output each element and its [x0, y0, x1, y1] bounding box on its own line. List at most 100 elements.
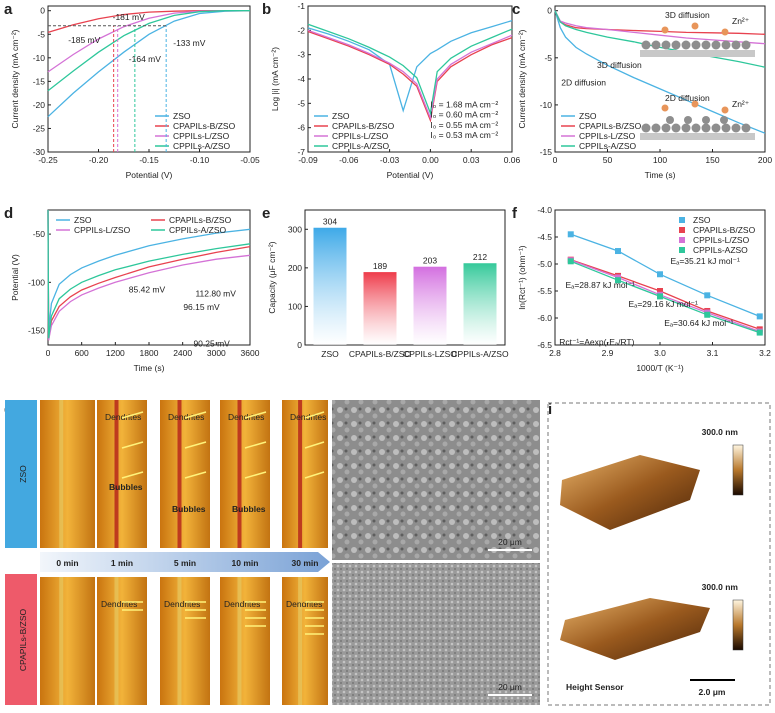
x-tick-label: 100 — [653, 155, 667, 165]
atom — [671, 40, 681, 50]
legend-label: CPPILs-AZSO — [693, 245, 748, 255]
annotation: Dendrites — [164, 599, 200, 609]
line — [554, 10, 766, 134]
point — [756, 329, 763, 336]
afm-mode: Height Sensor — [566, 682, 624, 692]
atom — [711, 123, 721, 133]
micrograph — [40, 400, 95, 548]
line — [554, 10, 766, 45]
x-tick-label: -0.10 — [190, 155, 210, 165]
electrode-edge — [114, 577, 119, 705]
annotation: -181 mV — [113, 12, 145, 22]
arrow — [184, 441, 207, 449]
annotation: Dendrites — [224, 599, 260, 609]
y-tick-label: -150 — [28, 326, 45, 336]
atom — [684, 116, 692, 124]
annotation: 85.42 mV — [129, 284, 166, 294]
y-tick-label: -5.5 — [537, 286, 552, 296]
micrograph — [40, 577, 95, 705]
time-label: 1 min — [111, 558, 133, 568]
legend-label: CPAPILs-B/ZSO — [173, 121, 236, 131]
line — [47, 209, 251, 331]
x-tick-label: 0.00 — [422, 155, 439, 165]
electrode-edge — [237, 400, 242, 548]
legend-label: CPPILs-A/ZSO — [169, 225, 227, 235]
atom — [741, 123, 751, 133]
panel-label: d — [4, 205, 13, 222]
y-tick-label: -6.0 — [537, 313, 552, 323]
arrow — [184, 471, 207, 479]
x-tick-label: 0.03 — [463, 155, 480, 165]
electrode-edge — [59, 400, 64, 548]
panel-label: i — [548, 401, 552, 418]
x-tick-label: -0.03 — [380, 155, 400, 165]
value-label: 189 — [373, 261, 387, 271]
y-axis-label: Capacity (μF cm⁻²) — [267, 241, 277, 313]
atom — [741, 40, 751, 50]
point — [567, 258, 574, 265]
arrow — [304, 441, 325, 449]
y-tick-label: -6.5 — [537, 340, 552, 350]
x-tick-label: 150 — [705, 155, 719, 165]
annotation: I₀ = 0.60 mA cm⁻² — [430, 110, 498, 120]
annotation: Bubbles — [109, 482, 143, 492]
afm-surface — [560, 598, 710, 660]
annotation: 2D diffusion — [561, 78, 606, 88]
atom — [701, 40, 711, 50]
ion — [691, 22, 699, 30]
x-tick-label: 3000 — [207, 348, 226, 358]
y-tick-label: -2 — [297, 25, 305, 35]
annotation: -133 mV — [173, 38, 205, 48]
inset-substrate — [640, 50, 755, 57]
annotation: I₀ = 1.68 mA cm⁻² — [430, 99, 498, 109]
sem-image — [332, 563, 540, 705]
y-tick-label: -3 — [297, 50, 305, 60]
y-tick-label: -15 — [540, 147, 553, 157]
y-tick-label: -15 — [33, 76, 46, 86]
point — [704, 311, 711, 318]
time-label: 5 min — [174, 558, 196, 568]
x-tick-label: -0.09 — [298, 155, 318, 165]
legend-label: ZSO — [579, 111, 597, 121]
plot-frame — [304, 209, 506, 346]
y-tick-label: -10 — [540, 100, 553, 110]
y-axis-label: Log |i| (mA cm⁻²) — [270, 47, 280, 111]
ion — [661, 104, 669, 112]
legend-label: CPPILs-A/ZSO — [332, 141, 390, 151]
micrograph — [220, 577, 270, 705]
micrograph — [97, 577, 147, 705]
annotation: Eₐ=35.21 kJ mol⁻¹ — [671, 256, 740, 266]
y-tick-label: -4.0 — [537, 205, 552, 215]
x-tick-label: 50 — [603, 155, 613, 165]
row-label-box — [5, 574, 37, 705]
afm-frame — [547, 402, 771, 706]
afm-surface — [560, 455, 700, 530]
x-tick-label: CPPILs-A/ZSO — [451, 349, 509, 359]
point — [615, 277, 621, 284]
electrode-edge — [237, 577, 242, 705]
electrode-edge — [59, 577, 64, 705]
time-label: 0 min — [56, 558, 78, 568]
atom — [691, 123, 701, 133]
line — [47, 209, 251, 339]
atom — [691, 40, 701, 50]
arrow — [244, 441, 267, 449]
line — [47, 10, 251, 118]
micrograph — [160, 400, 210, 548]
electrode-edge — [177, 577, 182, 705]
x-tick-label: 600 — [75, 348, 89, 358]
y-tick-label: -30 — [33, 147, 46, 157]
line — [307, 30, 513, 123]
annotation: I₀ = 0.53 mA cm⁻² — [430, 130, 498, 140]
y-tick-label: -5.0 — [537, 259, 552, 269]
panel-label: a — [4, 1, 13, 18]
y-tick-label: 0 — [40, 6, 45, 16]
micrograph — [97, 400, 147, 548]
atom — [731, 40, 741, 50]
atom — [671, 123, 681, 133]
x-tick-label: 3.1 — [707, 348, 719, 358]
y-tick-label: -50 — [33, 229, 46, 239]
line — [307, 29, 513, 121]
annotation: -185 mV — [68, 35, 100, 45]
